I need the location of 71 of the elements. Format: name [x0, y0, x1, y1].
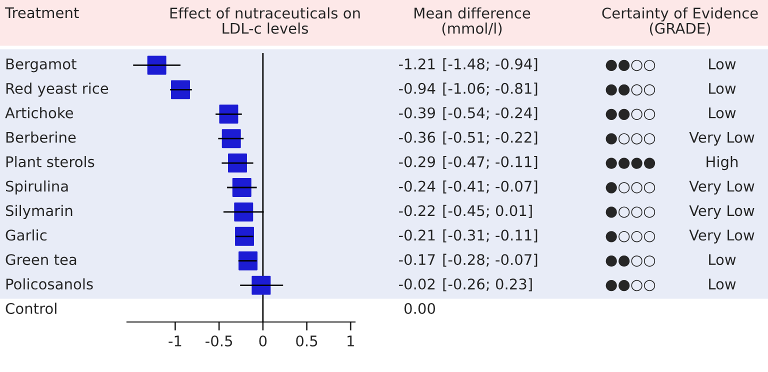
point — [228, 154, 247, 173]
text: ●○○○ — [606, 206, 656, 218]
text: Very Low — [689, 230, 754, 244]
x-tick-label: 0 — [259, 335, 267, 346]
text: [-0.45; 0.01] — [443, 204, 532, 218]
text: ●●○○ — [606, 60, 656, 72]
y-tick-label: Red yeast rice — [6, 82, 108, 97]
text: [-0.51; -0.22] — [443, 132, 538, 145]
y-tick-label: Berberine — [6, 132, 76, 143]
text: Low — [709, 278, 736, 290]
text: [-0.54; -0.24] — [443, 107, 538, 120]
y-tick-label: Policosanols — [6, 278, 93, 290]
text: ●●○○ — [606, 255, 656, 267]
text: [-1.48; -0.94] — [443, 58, 538, 72]
data-label: -0.21 — [398, 230, 435, 241]
text: [-0.41; -0.07] — [443, 180, 538, 194]
data-label: -0.22 — [398, 205, 435, 216]
text: ●●○○ — [606, 280, 656, 292]
data-label: -0.24 — [398, 180, 436, 192]
text: Low — [709, 108, 736, 118]
point — [232, 178, 252, 197]
x-tick-label: -0.5 — [206, 335, 232, 346]
x-tick-label: 1 — [348, 336, 354, 346]
text: ●●○○ — [606, 84, 656, 96]
y-tick-label: Plant sterols — [6, 156, 94, 168]
data-label: -0.29 — [398, 156, 435, 168]
data-label: -0.39 — [398, 107, 435, 118]
text: ●○○○ — [606, 133, 656, 144]
text: Treatment — [4, 7, 79, 18]
data-label: -0.17 — [398, 254, 435, 266]
point — [147, 56, 166, 75]
text: [-0.28; -0.07] — [443, 254, 538, 267]
y-tick-label: Green tea — [6, 254, 76, 266]
y-tick-label: Silymarin — [6, 204, 72, 220]
data-label: -0.94 — [398, 82, 436, 94]
y-tick-label: Spirulina — [6, 180, 68, 195]
text: Low — [709, 254, 736, 266]
x-tick-label: -1 — [168, 336, 182, 346]
text: High — [706, 156, 738, 170]
text: Low — [709, 83, 736, 94]
y-tick-label: Control — [6, 302, 56, 314]
y-tick-label: Bergamot — [6, 58, 76, 72]
text: ●○○○ — [606, 182, 656, 194]
y-tick-label: Garlic — [6, 229, 46, 241]
point — [222, 129, 241, 148]
text: Low — [709, 58, 736, 70]
text: 0.00 — [404, 302, 436, 314]
data-label: -0.02 — [398, 278, 435, 290]
text: ●●○○ — [606, 108, 656, 120]
text: ●○○○ — [606, 231, 656, 242]
text: [-0.31; -0.11] — [443, 229, 538, 242]
data-label: -1.21 — [398, 58, 435, 70]
point — [238, 251, 258, 270]
point — [234, 202, 254, 222]
point — [252, 276, 271, 295]
text: [-0.47; -0.11] — [443, 156, 538, 169]
data-label: -0.36 — [398, 132, 436, 143]
x-tick-label: 0.5 — [296, 335, 318, 346]
text: Very Low — [689, 180, 754, 195]
text: Very Low — [689, 132, 754, 146]
text: Certainty of Evidence (GRADE) — [602, 7, 758, 36]
text: Very Low — [689, 205, 754, 220]
text: Mean difference (mmol/l) — [414, 7, 530, 36]
point — [171, 80, 190, 100]
text: [-0.26; 0.23] — [443, 278, 532, 292]
text: [-1.06; -0.81] — [443, 82, 538, 96]
chart-title: Effect of nutraceuticals on LDL-c levels — [170, 7, 360, 34]
point — [219, 104, 238, 124]
point — [235, 226, 254, 246]
text: ●●●● — [606, 158, 656, 169]
y-tick-label: Artichoke — [5, 107, 74, 118]
